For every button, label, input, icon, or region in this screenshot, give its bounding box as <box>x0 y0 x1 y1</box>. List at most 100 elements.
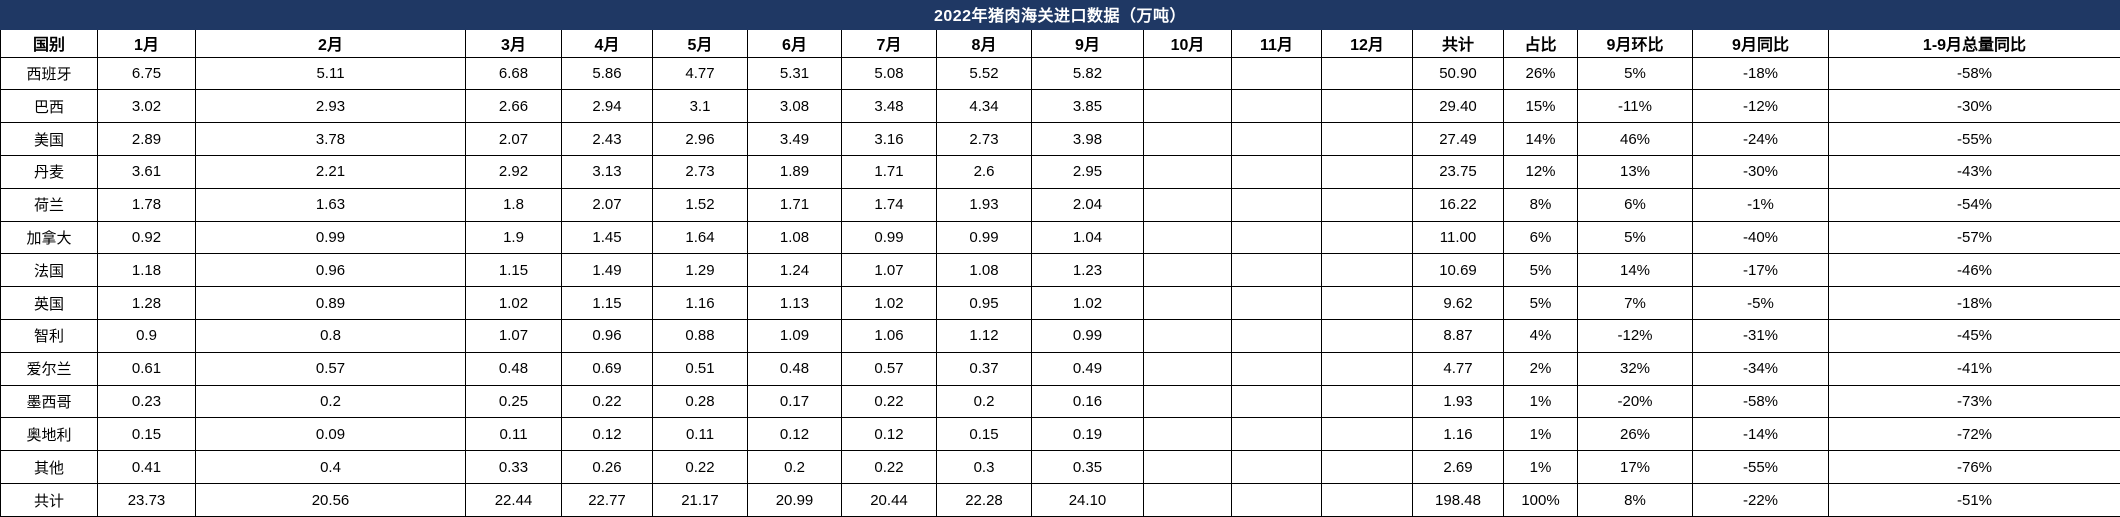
data-cell: 1.9 <box>465 220 562 255</box>
data-cell: -1% <box>1692 187 1829 222</box>
data-cell: 0.41 <box>97 450 196 485</box>
data-cell: 0.23 <box>97 384 196 419</box>
data-cell: 24.10 <box>1031 483 1144 517</box>
data-cell: 5% <box>1503 286 1578 320</box>
data-cell: 0.8 <box>195 319 466 353</box>
data-cell: 1.15 <box>561 286 653 320</box>
country-cell: 荷兰 <box>0 187 98 222</box>
country-cell: 英国 <box>0 286 98 320</box>
data-cell: -12% <box>1692 89 1829 124</box>
data-cell: 1.24 <box>747 253 842 288</box>
data-cell: 1.18 <box>97 253 196 288</box>
table-title: 2022年猪肉海关进口数据（万吨） <box>933 8 1187 25</box>
data-cell <box>1231 384 1322 419</box>
data-cell: 0.48 <box>465 351 562 386</box>
data-cell: 3.78 <box>195 122 466 156</box>
data-cell: 1.45 <box>561 220 653 255</box>
data-cell: 1.8 <box>465 187 562 222</box>
country-cell: 共计 <box>0 483 98 517</box>
data-cell <box>1143 187 1232 222</box>
data-cell: 198.48 <box>1412 483 1504 517</box>
data-cell: 0.49 <box>1031 351 1144 386</box>
data-cell <box>1321 319 1413 353</box>
data-cell: 0.25 <box>465 384 562 419</box>
column-header: 8月 <box>936 28 1032 58</box>
data-cell: 0.22 <box>841 384 937 419</box>
data-cell <box>1231 220 1322 255</box>
data-cell: 5.52 <box>936 56 1032 91</box>
data-cell: -30% <box>1828 89 2120 124</box>
data-cell: 5.08 <box>841 56 937 91</box>
data-cell: 6% <box>1577 187 1693 222</box>
data-cell: -5% <box>1692 286 1829 320</box>
country-cell: 巴西 <box>0 89 98 124</box>
data-cell: 12% <box>1503 154 1578 189</box>
data-cell: 26% <box>1577 417 1693 452</box>
data-cell: 2.92 <box>465 154 562 189</box>
data-cell: 0.12 <box>747 417 842 452</box>
data-cell: 10.69 <box>1412 253 1504 288</box>
data-cell: 0.12 <box>841 417 937 452</box>
data-cell <box>1143 450 1232 485</box>
column-header: 共计 <box>1412 28 1504 58</box>
header-row: 国别 1月 2月 3月 4月 5月 6月 7月 8月 9月 10月 11月 12月 共计 占比 9月环比 9月同… <box>0 28 2120 58</box>
data-cell: 14% <box>1503 122 1578 156</box>
table-body: 西班牙 6.75 5.11 6.68 5.86 4.77 5.31 5.08 5.52 5.82 5… <box>0 56 2120 517</box>
data-cell: 1.02 <box>1031 286 1144 320</box>
data-cell <box>1321 384 1413 419</box>
column-header: 11月 <box>1231 28 1322 58</box>
country-cell: 美国 <box>0 122 98 156</box>
data-cell: 2.94 <box>561 89 653 124</box>
data-cell: 0.48 <box>747 351 842 386</box>
data-cell: 2.93 <box>195 89 466 124</box>
table-row: 共计 23.73 20.56 22.44 22.77 21.17 20.99 20.44 22.… <box>0 483 2120 517</box>
data-cell: 0.99 <box>936 220 1032 255</box>
data-cell <box>1231 483 1322 517</box>
data-cell: 8% <box>1577 483 1693 517</box>
data-cell: -30% <box>1692 154 1829 189</box>
data-cell: 2.96 <box>652 122 748 156</box>
data-cell: 32% <box>1577 351 1693 386</box>
data-cell <box>1231 89 1322 124</box>
table-row: 美国 2.89 3.78 2.07 2.43 2.96 3.49 3.16 2.73 3.98 27… <box>0 122 2120 156</box>
data-cell: 3.02 <box>97 89 196 124</box>
data-cell: -73% <box>1828 384 2120 419</box>
data-cell: 0.33 <box>465 450 562 485</box>
column-header: 1-9月总量同比 <box>1828 28 2120 58</box>
data-cell: 1.93 <box>1412 384 1504 419</box>
data-cell: 2.43 <box>561 122 653 156</box>
column-header: 9月环比 <box>1577 28 1693 58</box>
data-cell <box>1321 286 1413 320</box>
data-cell: 2% <box>1503 351 1578 386</box>
data-cell: -58% <box>1692 384 1829 419</box>
data-cell: 1.02 <box>465 286 562 320</box>
data-cell: 23.73 <box>97 483 196 517</box>
data-cell: 17% <box>1577 450 1693 485</box>
data-cell: 0.4 <box>195 450 466 485</box>
column-header: 4月 <box>561 28 653 58</box>
data-cell: 29.40 <box>1412 89 1504 124</box>
data-cell: 8% <box>1503 187 1578 222</box>
data-cell: 0.57 <box>841 351 937 386</box>
data-cell: -46% <box>1828 253 2120 288</box>
data-cell: 0.95 <box>936 286 1032 320</box>
data-cell: 2.21 <box>195 154 466 189</box>
data-cell: 2.6 <box>936 154 1032 189</box>
data-cell: 3.13 <box>561 154 653 189</box>
data-cell: 5.31 <box>747 56 842 91</box>
data-cell: 2.66 <box>465 89 562 124</box>
country-cell: 奥地利 <box>0 417 98 452</box>
table-row: 巴西 3.02 2.93 2.66 2.94 3.1 3.08 3.48 4.34 3.85 29.… <box>0 89 2120 124</box>
data-cell: 4.77 <box>652 56 748 91</box>
table-row: 荷兰 1.78 1.63 1.8 2.07 1.52 1.71 1.74 1.93 2.04 16.… <box>0 187 2120 222</box>
data-cell: 1% <box>1503 384 1578 419</box>
data-cell <box>1231 187 1322 222</box>
data-cell: 50.90 <box>1412 56 1504 91</box>
import-table: 国别 1月 2月 3月 4月 5月 6月 7月 8月 9月 10月 11月 12月 共计 占比 9月环比 9月同… <box>0 28 2120 517</box>
data-cell: 3.48 <box>841 89 937 124</box>
data-cell: 0.17 <box>747 384 842 419</box>
data-cell: -72% <box>1828 417 2120 452</box>
data-cell: 2.69 <box>1412 450 1504 485</box>
data-cell: 16.22 <box>1412 187 1504 222</box>
data-cell <box>1231 56 1322 91</box>
